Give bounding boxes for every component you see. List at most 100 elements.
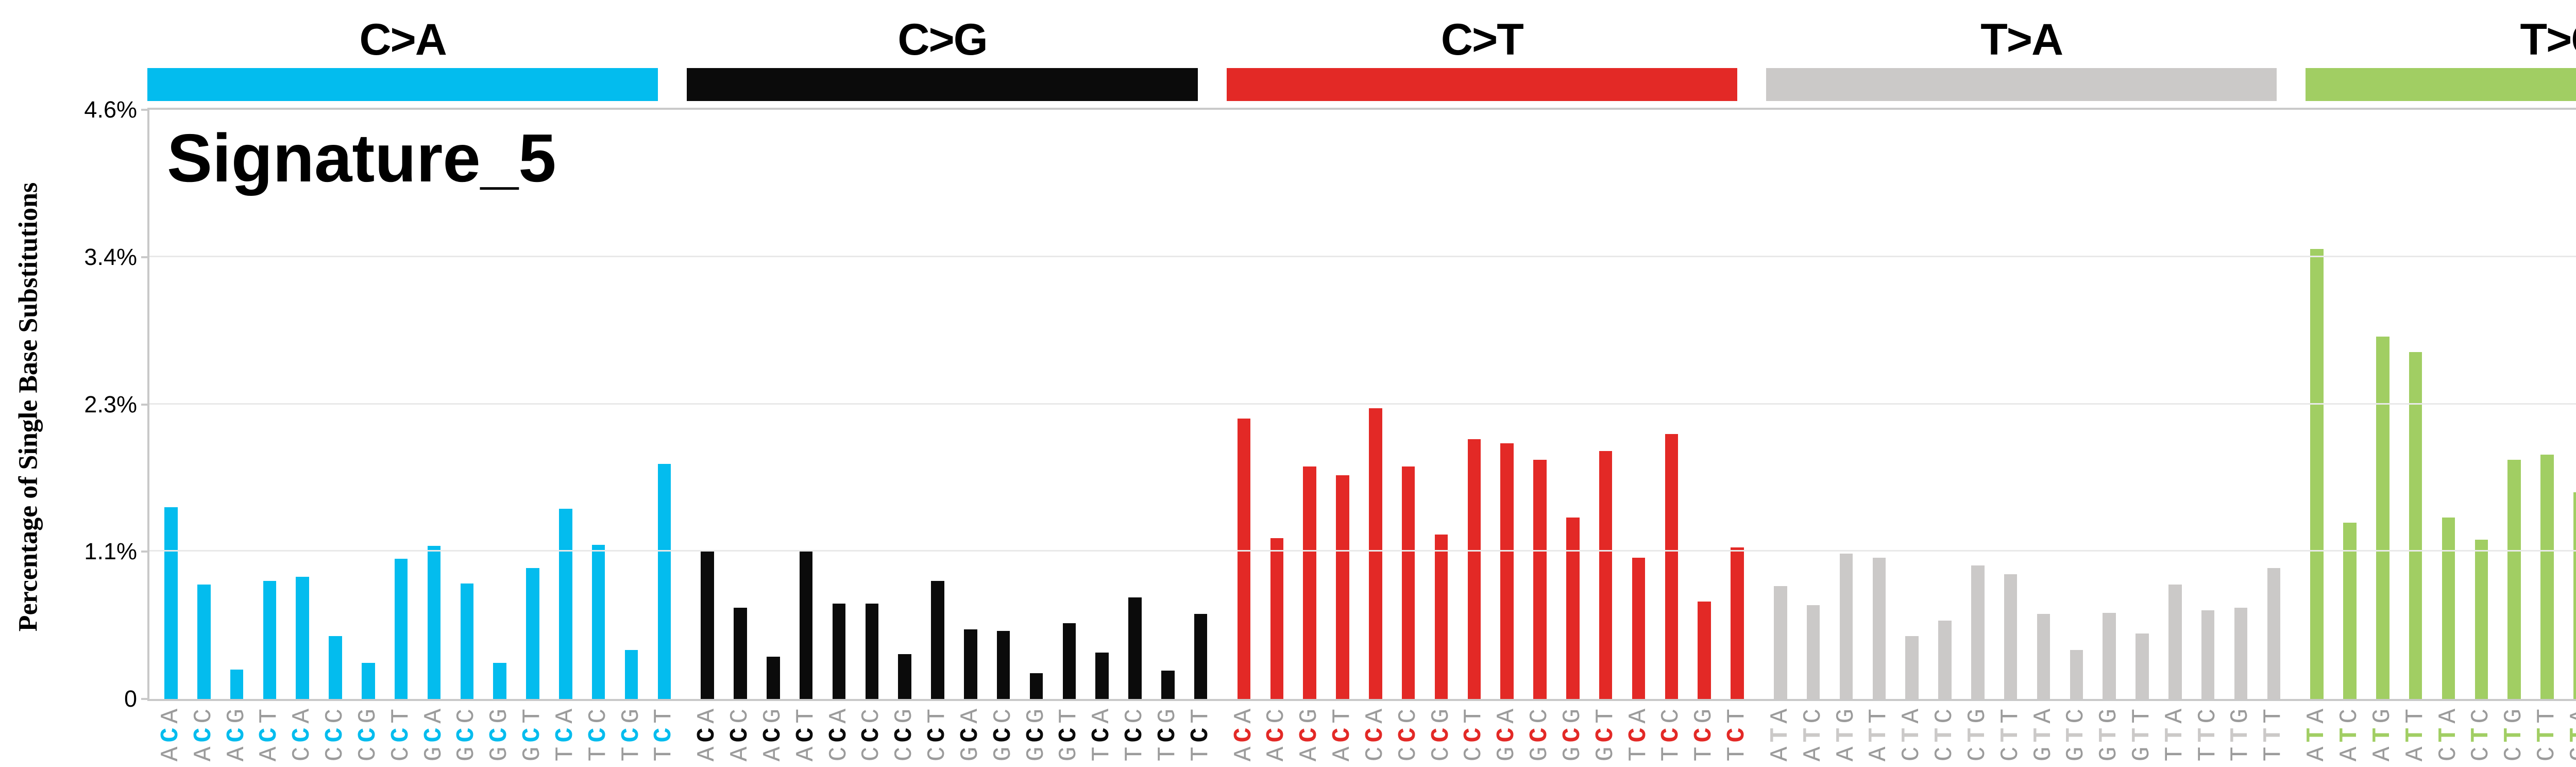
context-base-letter: C [858,704,886,724]
xlabel-slot-T>C-CTT: CTT [2531,703,2564,767]
bar-C>A-TCA [559,508,572,699]
context-base-letter: G [617,704,646,724]
bar-slot-T>C-CTG [2498,110,2531,699]
mutated-base-letter: T [1996,723,2025,743]
group-swatch-T>C [2306,68,2576,101]
bar-C>A-TCT [657,463,671,699]
bar-C>T-ACG [1303,466,1316,699]
mutated-base-letter: T [2336,723,2364,743]
bar-T>C-CTG [2507,460,2521,699]
context-base-letter: C [1394,704,1422,724]
xlabel-C>T-CCC: CCC [1394,704,1422,761]
context-base-letter: T [650,704,679,724]
context-base-letter: T [1154,742,1182,762]
bar-T>A-GTA [2037,614,2050,699]
group-title-T>A: T>A [1980,15,2063,64]
context-base-letter: T [1187,704,1215,724]
bar-slot-C>T-GCA [1490,110,1523,699]
group-title-C>A: C>A [359,15,447,64]
bar-T>C-ATG [2376,336,2389,699]
mutated-base-letter: C [891,723,919,743]
mutated-base-letter: C [989,723,1018,743]
xlabel-slot-C>T-ACC: ACC [1260,703,1293,767]
xlabel-slot-C>G-GCC: GCC [987,703,1020,767]
xlabel-T>C-ATT: ATT [2401,705,2430,762]
xlabel-C>G-CCC: CCC [858,704,886,761]
context-base-letter: T [1996,704,2025,724]
bar-slot-C>G-TCG [1151,110,1184,699]
context-base-letter: T [551,742,580,762]
context-base-letter: A [759,742,787,762]
xlabel-C>T-TCT: TCT [1723,704,1751,761]
mutated-base-letter: C [693,723,722,743]
context-base-letter: A [726,742,755,762]
xlabel-C>T-ACC: ACC [1263,705,1291,761]
bar-C>T-CCT [1467,439,1481,699]
mutated-base-letter: T [1963,723,1992,743]
xlabel-slot-T>A-CTT: CTT [1994,703,2027,767]
bar-C>G-ACG [767,656,780,699]
group-swatch-C>T [1226,68,1737,101]
mutated-base-letter: C [321,723,350,743]
context-base-letter: G [1591,742,1620,762]
group-title-C>G: C>G [897,15,988,64]
xlabel-T>C-CTA: CTA [2435,705,2463,761]
bar-C>G-TCA [1095,653,1109,699]
bar-slot-C>A-TCT [648,110,681,699]
context-base-letter: T [2533,704,2562,724]
header-C>T: C>T [1226,5,1737,101]
context-base-letter: C [1931,742,1959,762]
bar-slot-C>G-ACT [790,110,823,699]
mutated-base-letter: C [726,723,755,743]
bar-slot-C>T-TCG [1688,110,1721,699]
context-base-letter: T [1865,704,1893,724]
context-base-letter: C [321,704,350,724]
bar-slot-T>C-ATT [2399,110,2432,699]
y-tick-mark [141,551,149,553]
xlabel-slot-T>C-CTG: CTG [2498,703,2531,767]
context-base-letter: T [2161,742,2189,762]
mutated-base-letter: T [2260,723,2288,743]
xlabel-group-C>T: ACA ACC ACG ACT CCA CCC CCG CCT GCA GCC GCG GCT TCA T… [1223,703,1759,767]
mutated-base-letter: C [387,723,415,743]
xlabel-C>G-GCT: GCT [1055,705,1083,761]
bar-slot-T>A-ATA [1764,110,1797,699]
xlabel-T>A-ATC: ATC [1800,705,1827,761]
xlabel-C>G-GCC: GCC [989,704,1018,761]
context-base-letter: C [2500,742,2529,762]
xlabel-C>A-TCG: TCG [617,704,646,761]
bar-slot-C>A-ACA [155,110,188,699]
context-base-letter: G [2128,742,2156,762]
bar-C>A-CCC [329,636,342,699]
context-base-letter: A [1766,742,1794,762]
xlabel-T>C-CTG: CTG [2500,705,2529,762]
xlabel-slot-T>C-GTA: GTA [2564,703,2576,767]
xlabel-C>A-CCG: CCG [354,705,382,761]
mutated-base-letter: C [157,723,185,743]
mutated-base-letter: T [2533,723,2562,743]
mutated-base-letter: T [2227,723,2255,743]
xlabel-slot-C>A-CCA: CCA [286,703,319,767]
context-base-letter: T [1723,704,1751,724]
bar-C>T-CCC [1401,466,1415,699]
group-title-C>T: C>T [1440,15,1524,64]
context-base-letter: C [584,704,613,724]
bar-group-C>T [1223,110,1759,699]
bar-slot-C>G-TCA [1086,110,1118,699]
context-base-letter: A [2401,742,2430,762]
xlabel-slot-C>G-CCG: CCG [888,703,921,767]
xlabel-slot-T>A-GTC: GTC [2060,703,2093,767]
xlabel-slot-C>T-GCC: GCC [1523,703,1556,767]
xlabel-slot-C>T-CCA: CCA [1359,703,1392,767]
bar-T>C-GTA [2573,492,2576,699]
mutated-base-letter: C [1296,723,1324,743]
xlabel-slot-T>C-ATA: ATA [2300,703,2333,767]
context-base-letter: T [1121,742,1149,762]
xlabel-C>G-GCA: GCA [957,705,985,761]
context-base-letter: G [1558,704,1587,724]
context-base-letter: G [1963,704,1992,724]
xlabel-slot-C>T-TCC: TCC [1655,703,1688,767]
context-base-letter: C [989,704,1018,724]
context-base-letter: T [1329,704,1357,724]
bar-C>A-GCT [526,568,539,699]
